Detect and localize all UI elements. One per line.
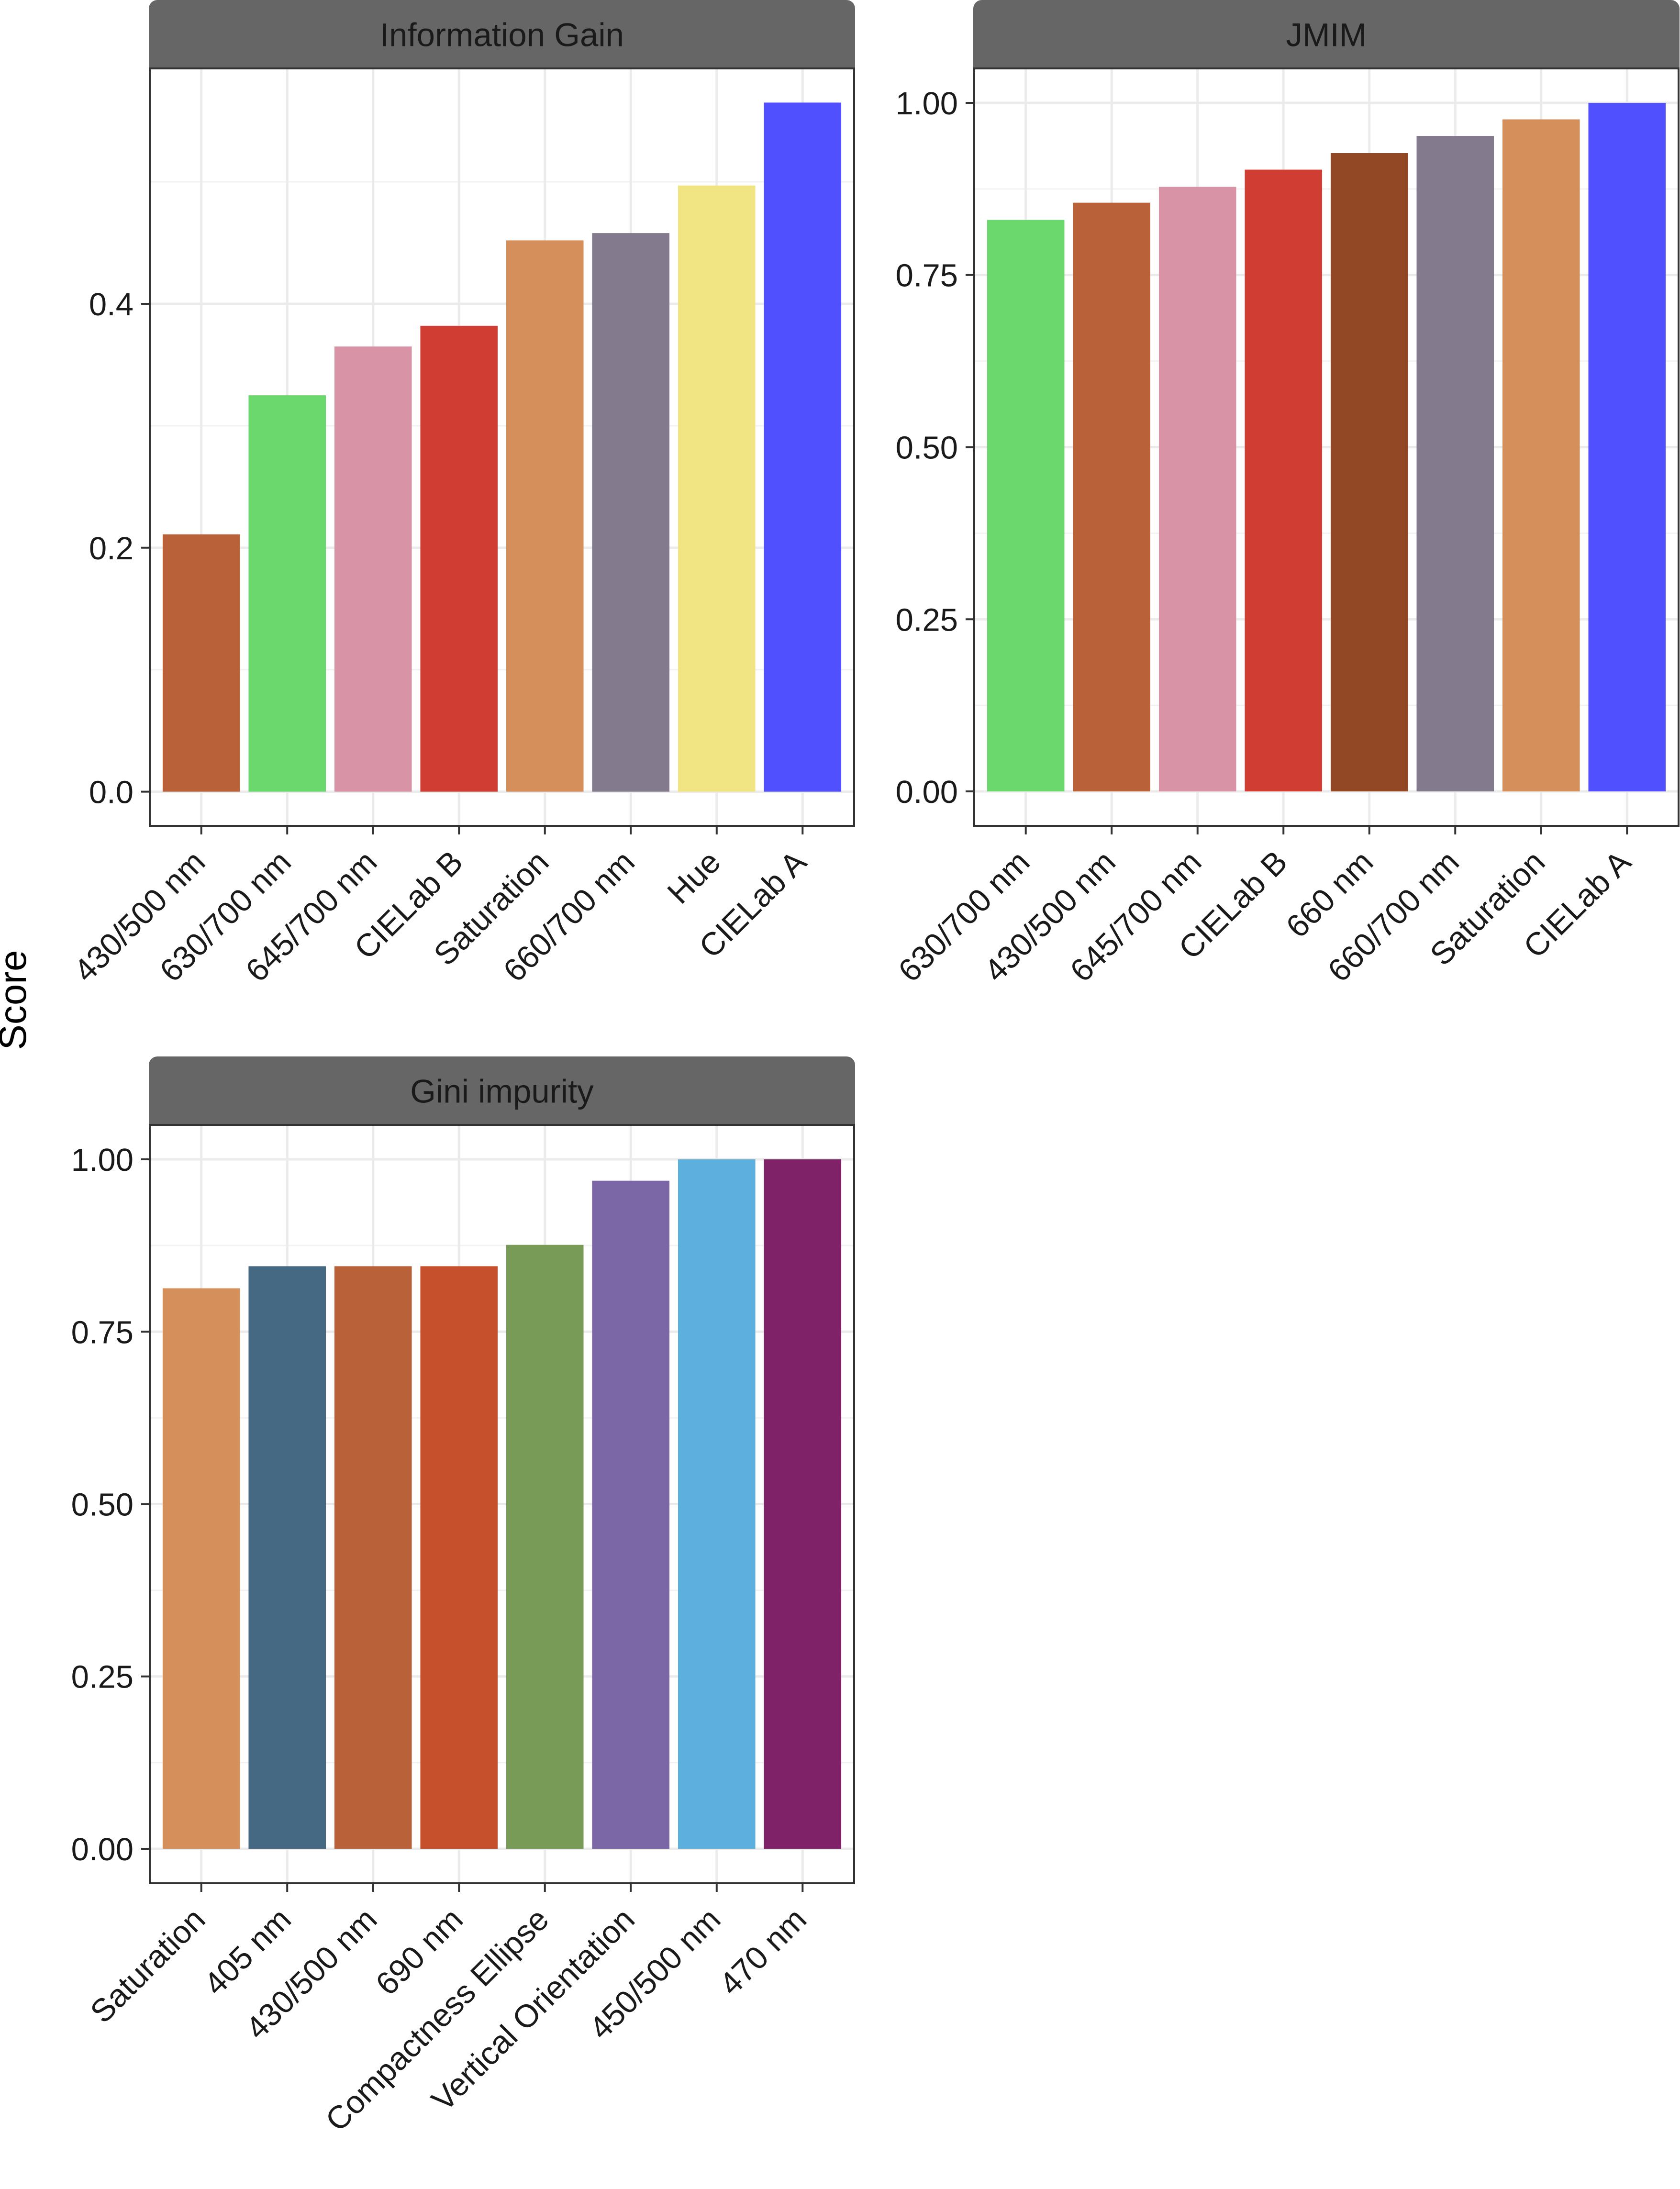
bar-compactness-ellipse <box>506 1245 584 1849</box>
y-tick-label: 0.00 <box>896 774 958 810</box>
x-tick-label: 470 nm <box>712 1901 813 2002</box>
facet-strip-base <box>973 59 1680 69</box>
y-tick-label: 0.2 <box>89 531 134 567</box>
facet-strip <box>973 0 1680 69</box>
x-tick-label: Saturation <box>83 1901 212 2030</box>
bar-saturation <box>162 1288 240 1849</box>
y-tick-label: 1.00 <box>896 86 958 122</box>
bar-470-nm <box>764 1159 842 1849</box>
bar-645-700-nm <box>1158 187 1236 792</box>
bar-hue <box>678 185 756 792</box>
y-tick-label: 0.25 <box>896 602 958 638</box>
bar-660-nm <box>1330 153 1408 792</box>
bar-cielab-a <box>764 102 842 792</box>
bar-630-700-nm <box>248 395 326 792</box>
facet-title: Information Gain <box>380 17 624 54</box>
facet-strip-base <box>149 1115 855 1126</box>
bar-690-nm <box>420 1266 498 1849</box>
bar-430-500-nm <box>334 1266 412 1849</box>
facet-title: JMIM <box>1286 17 1367 54</box>
x-tick-label: Hue <box>660 844 727 911</box>
bar-cielab-b <box>420 325 498 792</box>
y-tick-label: 0.50 <box>71 1487 134 1523</box>
bar-430-500-nm <box>1073 202 1150 792</box>
y-tick-label: 0.75 <box>71 1314 134 1350</box>
facet-strip <box>149 1056 855 1126</box>
y-tick-label: 0.50 <box>896 430 958 466</box>
facet-strip-base <box>149 59 855 69</box>
facet-strip <box>149 0 855 69</box>
bar-645-700-nm <box>334 346 412 792</box>
bar-saturation <box>1502 119 1580 792</box>
y-tick-label: 0.0 <box>89 775 134 811</box>
y-tick-label: 0.25 <box>71 1659 134 1695</box>
panel-border <box>149 67 855 827</box>
bar-405-nm <box>248 1266 326 1849</box>
bar-cielab-a <box>1588 102 1666 792</box>
shared-y-axis-label: Score <box>0 950 34 1050</box>
y-tick-label: 0.4 <box>89 287 134 322</box>
bar-660-700-nm <box>1416 136 1494 792</box>
bar-saturation <box>506 240 584 792</box>
y-tick-label: 0.00 <box>71 1832 134 1867</box>
bar-660-700-nm <box>592 233 670 792</box>
y-tick-label: 1.00 <box>71 1142 134 1178</box>
y-tick-label: 0.75 <box>896 258 958 294</box>
bar-cielab-b <box>1245 169 1323 792</box>
bar-430-500-nm <box>162 534 240 792</box>
panel-gini-impurity: Gini impurity 0.00 0.25 0.50 0.75 1.00 Saturat… <box>71 1056 855 2138</box>
facet-title: Gini impurity <box>410 1073 594 1110</box>
bar-vertical-orientation <box>592 1180 670 1849</box>
bar-630-700-nm <box>987 220 1065 792</box>
bar-450-500-nm <box>678 1159 756 1849</box>
